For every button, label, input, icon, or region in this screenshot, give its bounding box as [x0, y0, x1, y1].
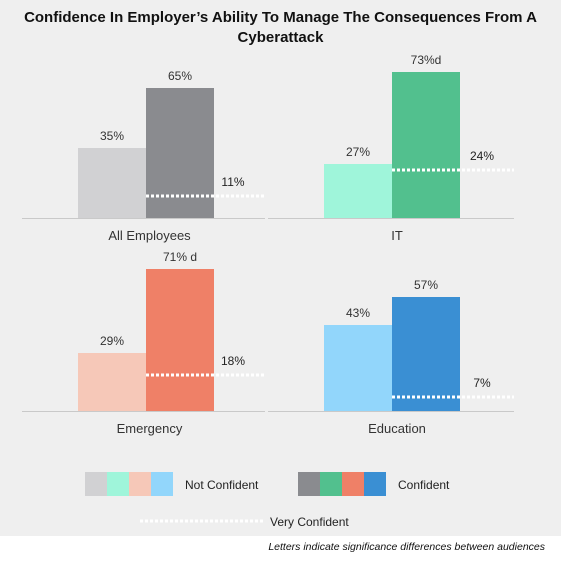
legend-not-confident-swatch [151, 472, 173, 496]
emergency-not-confident-bar [78, 353, 146, 411]
it-panel-label: IT [391, 228, 403, 243]
all-employees-not-confident-bar [78, 148, 146, 218]
legend-confident-swatch [364, 472, 386, 496]
legend-not-confident-swatch [107, 472, 129, 496]
emergency-confident-label: 71% d [163, 250, 197, 264]
all-employees-panel-label: All Employees [108, 228, 191, 243]
chart-title: Confidence In Employer’s Ability To Mana… [24, 9, 537, 46]
emergency-confident-bar [146, 269, 214, 411]
emergency-panel-label: Emergency [117, 421, 183, 436]
emergency-very-confident-label: 18% [221, 354, 245, 368]
chart-svg: 35% 65% 11% All Employees 27% 73%d 24% IT 29% 71%… [22, 53, 514, 529]
legend-confident-swatch [298, 472, 320, 496]
education-confident-label: 57% [414, 278, 438, 292]
education-panel-label: Education [368, 421, 426, 436]
education-very-confident-label: 7% [473, 376, 491, 390]
chart-panel: Confidence In Employer’s Ability To Mana… [0, 0, 561, 536]
legend-not-confident-swatch [85, 472, 107, 496]
it-not-confident-bar [324, 164, 392, 218]
legend-not-confident-label: Not Confident [185, 478, 259, 492]
legend-confident-swatch [320, 472, 342, 496]
education-not-confident-bar [324, 325, 392, 411]
legend-very-confident-label: Very Confident [270, 515, 349, 529]
emergency-not-confident-label: 29% [100, 334, 124, 348]
all-employees-not-confident-label: 35% [100, 129, 124, 143]
it-very-confident-label: 24% [470, 149, 494, 163]
all-employees-very-confident-label: 11% [221, 175, 244, 189]
it-not-confident-label: 27% [346, 145, 370, 159]
legend-confident-swatch [342, 472, 364, 496]
footnote: Letters indicate significance difference… [268, 541, 545, 553]
it-confident-label: 73%d [411, 53, 442, 67]
all-employees-confident-label: 65% [168, 69, 192, 83]
legend-not-confident-swatch [129, 472, 151, 496]
education-confident-bar [392, 297, 460, 411]
all-employees-confident-bar [146, 88, 214, 218]
education-not-confident-label: 43% [346, 306, 370, 320]
it-confident-bar [392, 72, 460, 218]
legend-confident-label: Confident [398, 478, 450, 492]
